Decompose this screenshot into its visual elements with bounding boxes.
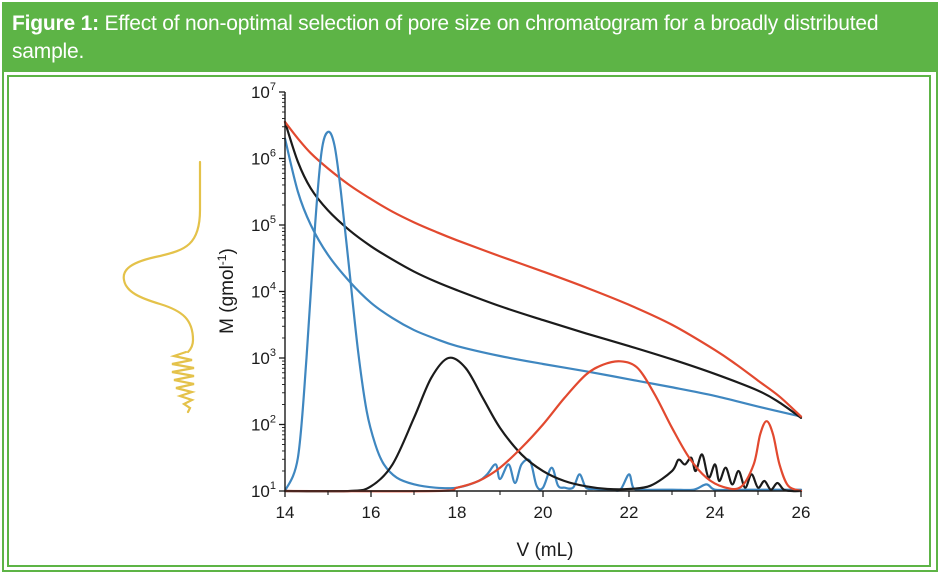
figure-caption: Figure 1: Effect of non-optimal selectio… xyxy=(12,10,912,66)
blue-calibration-line xyxy=(283,137,803,418)
y-tick-label: 104 xyxy=(251,281,276,302)
y-tick-label: 103 xyxy=(251,347,276,368)
x-tick-label: 16 xyxy=(362,503,381,522)
sample-distribution-oscillation xyxy=(169,350,196,414)
x-tick-label: 24 xyxy=(706,503,725,522)
y-axis-label-close: ) xyxy=(217,248,238,254)
y-axis-ticks: 101 102 103 104 105 106 107 xyxy=(251,81,285,501)
sample-distribution-icon xyxy=(122,160,202,414)
chart-series xyxy=(283,120,803,493)
sample-distribution-curve xyxy=(122,160,202,354)
x-tick-label: 18 xyxy=(448,503,467,522)
figure-label: Figure 1: xyxy=(12,12,99,35)
x-axis-label: V (mL) xyxy=(517,540,574,561)
y-axis-label-sup: -1 xyxy=(215,254,229,265)
figure-header: Figure 1: Effect of non-optimal selectio… xyxy=(4,4,936,72)
y-axis-label: M (gmol-1) xyxy=(215,248,238,334)
y-tick-label: 105 xyxy=(251,214,276,235)
y-tick-label: 102 xyxy=(251,414,276,435)
black-chromatogram-line xyxy=(283,356,803,493)
y-tick-label: 107 xyxy=(251,81,276,102)
x-axis-ticks: 14 16 18 20 22 24 26 xyxy=(276,491,811,522)
x-tick-label: 26 xyxy=(792,503,811,522)
red-chromatogram-line xyxy=(283,360,803,493)
black-calibration-line xyxy=(283,120,803,419)
y-tick-label: 106 xyxy=(251,148,276,169)
x-tick-label: 14 xyxy=(276,503,295,522)
red-calibration-line xyxy=(283,120,803,418)
y-axis-label-main: M (gmol xyxy=(217,265,238,334)
figure-body xyxy=(7,75,931,567)
figure-caption-text: Effect of non-optimal selection of pore … xyxy=(12,12,879,63)
blue-chromatogram-line xyxy=(283,130,803,493)
plot-area: 14 16 18 20 22 24 26 101 102 103 104 105 106 107 xyxy=(251,81,811,522)
x-tick-label: 22 xyxy=(620,503,639,522)
x-tick-label: 20 xyxy=(534,503,553,522)
y-tick-label: 101 xyxy=(251,480,276,501)
